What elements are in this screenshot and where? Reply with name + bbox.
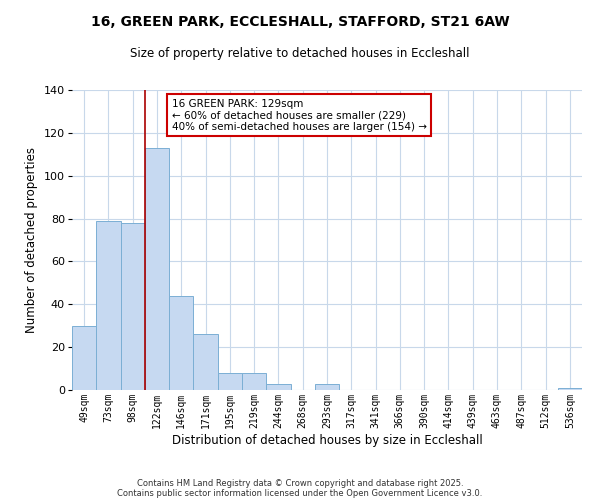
X-axis label: Distribution of detached houses by size in Eccleshall: Distribution of detached houses by size … bbox=[172, 434, 482, 446]
Text: 16, GREEN PARK, ECCLESHALL, STAFFORD, ST21 6AW: 16, GREEN PARK, ECCLESHALL, STAFFORD, ST… bbox=[91, 15, 509, 29]
Text: Contains HM Land Registry data © Crown copyright and database right 2025.: Contains HM Land Registry data © Crown c… bbox=[137, 478, 463, 488]
Bar bbox=[169, 296, 193, 390]
Bar bbox=[315, 384, 339, 390]
Bar bbox=[266, 384, 290, 390]
Text: 16 GREEN PARK: 129sqm
← 60% of detached houses are smaller (229)
40% of semi-det: 16 GREEN PARK: 129sqm ← 60% of detached … bbox=[172, 98, 427, 132]
Bar bbox=[558, 388, 582, 390]
Bar bbox=[193, 334, 218, 390]
Bar bbox=[242, 373, 266, 390]
Y-axis label: Number of detached properties: Number of detached properties bbox=[25, 147, 38, 333]
Bar bbox=[145, 148, 169, 390]
Bar bbox=[72, 326, 96, 390]
Text: Size of property relative to detached houses in Eccleshall: Size of property relative to detached ho… bbox=[130, 48, 470, 60]
Bar bbox=[96, 220, 121, 390]
Bar bbox=[121, 223, 145, 390]
Bar bbox=[218, 373, 242, 390]
Text: Contains public sector information licensed under the Open Government Licence v3: Contains public sector information licen… bbox=[118, 490, 482, 498]
